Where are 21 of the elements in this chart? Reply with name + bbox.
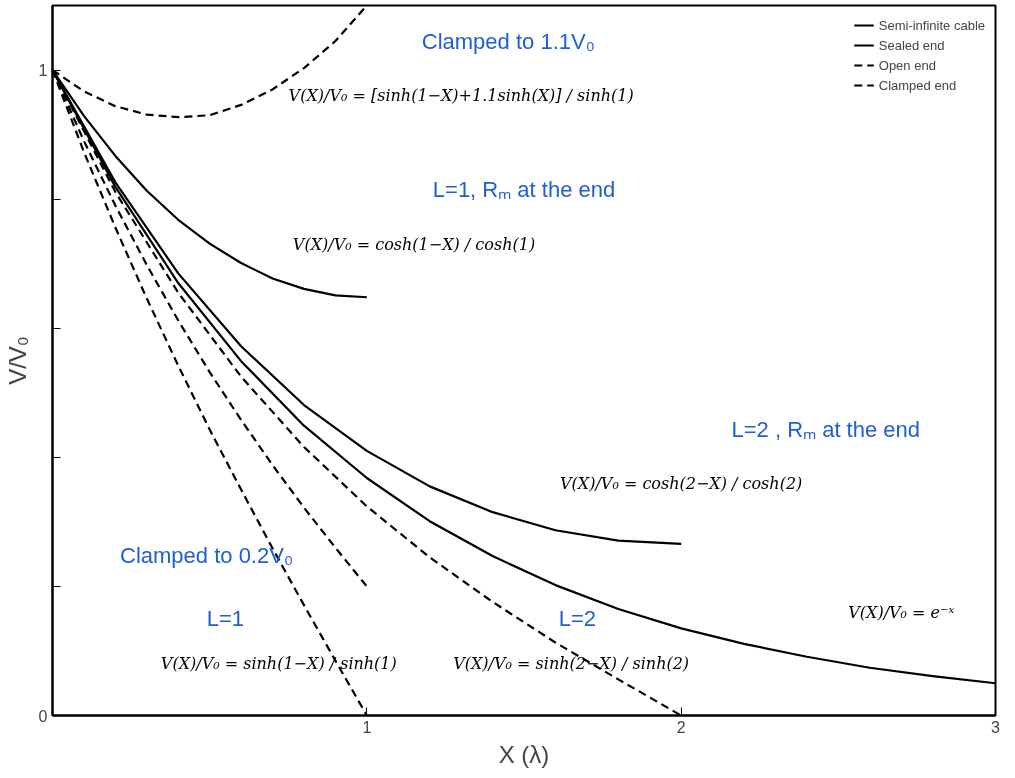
legend-label: Open end	[878, 57, 936, 73]
annotation: L=2	[558, 606, 597, 632]
annotation: V(X)/V₀ = cosh(1−X) / cosh(1)	[292, 234, 536, 254]
annotation: V(X)/V₀ = e⁻ˣ	[848, 602, 955, 622]
annotation: V(X)/V₀ = cosh(2−X) / cosh(2)	[560, 473, 803, 493]
annotation: L=1	[206, 606, 245, 632]
annotation: V(X)/V₀ = [sinh(1−X)+1.1sinh(X)] / sinh(1)	[288, 86, 634, 106]
x-axis-title: X (λ)	[498, 740, 550, 768]
y-axis-title: V/V₀	[3, 336, 31, 385]
annotation: Clamped to 1.1V₀	[421, 28, 595, 54]
x-tick-label: 3	[991, 718, 1001, 736]
legend-label: Semi-infinite cable	[878, 17, 985, 33]
annotation: Clamped to 0.2V₀	[120, 542, 294, 568]
annotation: L=2 , Rₘ at the end	[731, 417, 921, 443]
x-tick-label: 2	[676, 718, 686, 736]
annotation: L=1, Rₘ at the end	[432, 176, 616, 202]
x-tick-label: 1	[362, 718, 372, 736]
legend-label: Sealed end	[878, 37, 945, 53]
annotation: V(X)/V₀ = sinh(2−X) / sinh(2)	[453, 654, 690, 674]
legend-label: Clamped end	[878, 77, 957, 93]
y-tick-label: 0	[38, 707, 48, 725]
